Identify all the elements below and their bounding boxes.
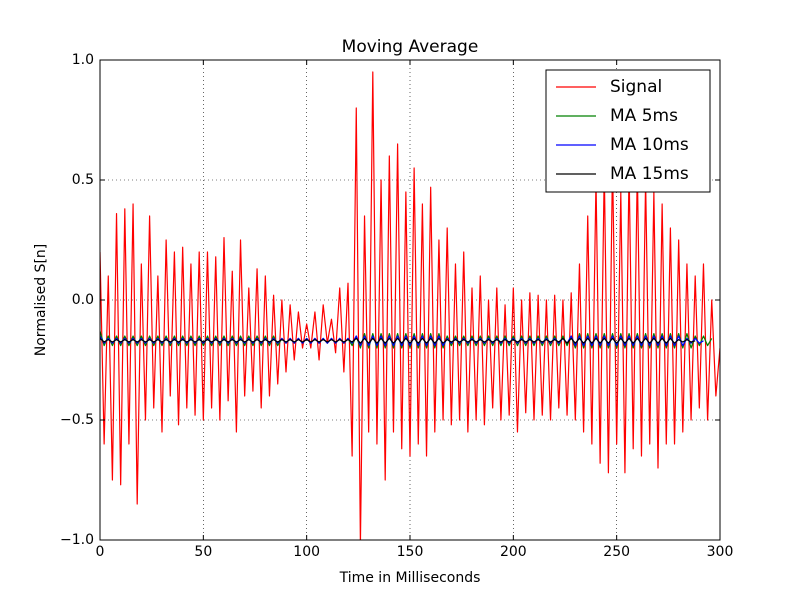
- series-line: [100, 71, 720, 540]
- y-tick-label: 0.0: [72, 292, 94, 308]
- x-axis-label: Time in Milliseconds: [339, 570, 481, 586]
- y-tick-label: 1.0: [72, 52, 94, 68]
- ticks: 0 50 100 150 200 250 300 −1.0 −0.5 0.0 0.5 1.0: [60, 52, 733, 560]
- legend-box: [545, 69, 711, 193]
- x-tick-label: 250: [603, 544, 630, 560]
- plot-area: [100, 71, 720, 540]
- y-tick-label: −1.0: [60, 532, 94, 548]
- x-tick-label: 0: [96, 544, 105, 560]
- legend-label: MA 10ms: [610, 135, 689, 155]
- legend: Signal MA 5ms MA 10ms MA 15ms: [545, 69, 711, 193]
- y-tick-label: −0.5: [60, 412, 94, 428]
- x-tick-label: 300: [707, 544, 734, 560]
- legend-label: MA 5ms: [610, 106, 678, 126]
- series-line: [100, 337, 696, 344]
- legend-label: MA 15ms: [610, 164, 689, 184]
- x-tick-label: 150: [397, 544, 424, 560]
- chart-title: Moving Average: [342, 37, 479, 57]
- x-tick-label: 100: [293, 544, 320, 560]
- x-tick-label: 200: [500, 544, 527, 560]
- x-tick-label: 50: [194, 544, 212, 560]
- legend-label: Signal: [610, 77, 662, 97]
- y-tick-label: 0.5: [72, 172, 94, 188]
- y-axis-label: Normalised S[n]: [33, 244, 49, 356]
